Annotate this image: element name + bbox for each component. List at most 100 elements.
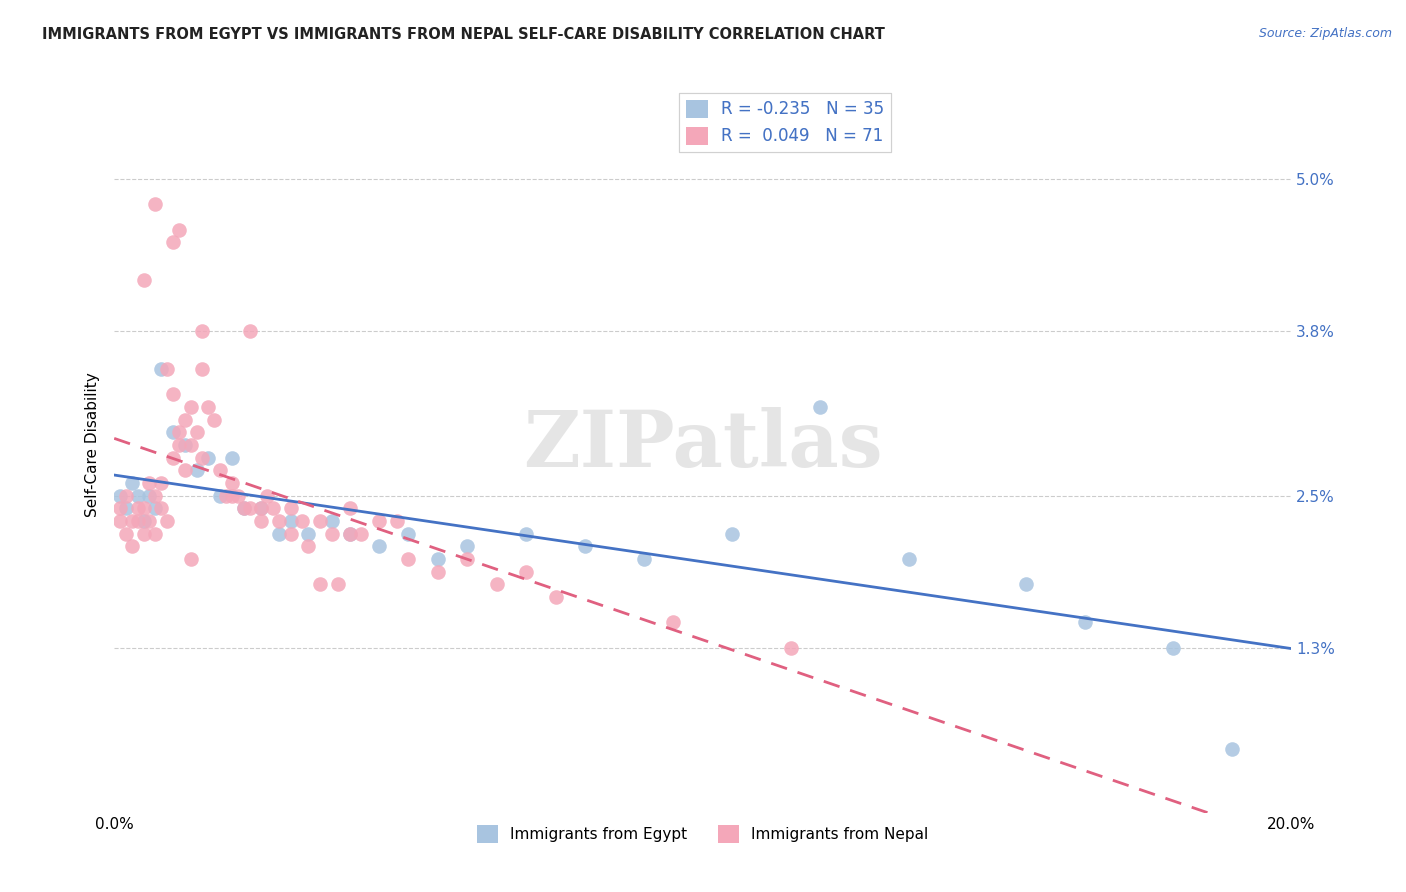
Point — [138, 514, 160, 528]
Point — [202, 412, 225, 426]
Point — [180, 438, 202, 452]
Point — [191, 362, 214, 376]
Point — [127, 489, 149, 503]
Point — [456, 540, 478, 554]
Point — [426, 552, 449, 566]
Point — [150, 501, 173, 516]
Point — [132, 273, 155, 287]
Point — [297, 540, 319, 554]
Point — [232, 501, 254, 516]
Point — [226, 489, 249, 503]
Point — [108, 501, 131, 516]
Point — [368, 514, 391, 528]
Text: Source: ZipAtlas.com: Source: ZipAtlas.com — [1258, 27, 1392, 40]
Point — [662, 615, 685, 630]
Point — [209, 463, 232, 477]
Point — [162, 450, 184, 465]
Point — [280, 501, 302, 516]
Point — [456, 552, 478, 566]
Point — [162, 235, 184, 250]
Point — [127, 514, 149, 528]
Point — [156, 514, 179, 528]
Text: ZIPatlas: ZIPatlas — [523, 407, 883, 483]
Point — [280, 514, 302, 528]
Point — [779, 640, 801, 655]
Point — [368, 540, 391, 554]
Point — [238, 501, 260, 516]
Point — [167, 222, 190, 236]
Text: IMMIGRANTS FROM EGYPT VS IMMIGRANTS FROM NEPAL SELF-CARE DISABILITY CORRELATION : IMMIGRANTS FROM EGYPT VS IMMIGRANTS FROM… — [42, 27, 884, 42]
Point — [321, 514, 343, 528]
Legend: R = -0.235   N = 35, R =  0.049   N = 71: R = -0.235 N = 35, R = 0.049 N = 71 — [679, 93, 891, 153]
Point — [515, 526, 537, 541]
Point — [485, 577, 508, 591]
Point — [145, 526, 167, 541]
Point — [138, 489, 160, 503]
Point — [186, 425, 208, 440]
Point — [121, 540, 143, 554]
Point — [191, 450, 214, 465]
Point — [215, 489, 238, 503]
Point — [267, 514, 290, 528]
Point — [291, 514, 314, 528]
Point — [173, 412, 195, 426]
Point — [121, 514, 143, 528]
Point — [167, 438, 190, 452]
Point — [309, 577, 332, 591]
Point — [221, 475, 243, 490]
Point — [162, 425, 184, 440]
Point — [1220, 742, 1243, 756]
Point — [385, 514, 408, 528]
Point — [173, 438, 195, 452]
Point — [350, 526, 373, 541]
Point — [1015, 577, 1038, 591]
Y-axis label: Self-Care Disability: Self-Care Disability — [86, 373, 100, 517]
Point — [396, 552, 419, 566]
Point — [180, 552, 202, 566]
Point — [127, 501, 149, 516]
Point — [221, 450, 243, 465]
Point — [1163, 640, 1185, 655]
Point — [191, 324, 214, 338]
Point — [209, 489, 232, 503]
Point — [250, 501, 273, 516]
Point — [339, 526, 361, 541]
Point — [321, 526, 343, 541]
Point — [132, 501, 155, 516]
Point — [339, 501, 361, 516]
Point — [115, 489, 138, 503]
Point — [297, 526, 319, 541]
Point — [808, 400, 831, 414]
Point — [221, 489, 243, 503]
Point — [267, 526, 290, 541]
Point — [1074, 615, 1097, 630]
Point — [256, 489, 278, 503]
Point — [180, 400, 202, 414]
Point — [186, 463, 208, 477]
Point — [115, 526, 138, 541]
Point — [150, 475, 173, 490]
Point — [167, 425, 190, 440]
Point — [197, 450, 219, 465]
Point — [262, 501, 284, 516]
Point — [156, 362, 179, 376]
Point — [633, 552, 655, 566]
Point — [115, 501, 138, 516]
Point — [326, 577, 349, 591]
Point — [132, 514, 155, 528]
Point — [574, 540, 596, 554]
Point — [138, 475, 160, 490]
Point — [238, 324, 260, 338]
Point — [339, 526, 361, 541]
Point — [132, 526, 155, 541]
Point — [250, 514, 273, 528]
Point — [721, 526, 744, 541]
Point — [108, 514, 131, 528]
Point — [150, 362, 173, 376]
Point — [897, 552, 920, 566]
Point — [145, 197, 167, 211]
Point — [544, 590, 567, 604]
Point — [197, 400, 219, 414]
Point — [162, 387, 184, 401]
Point — [173, 463, 195, 477]
